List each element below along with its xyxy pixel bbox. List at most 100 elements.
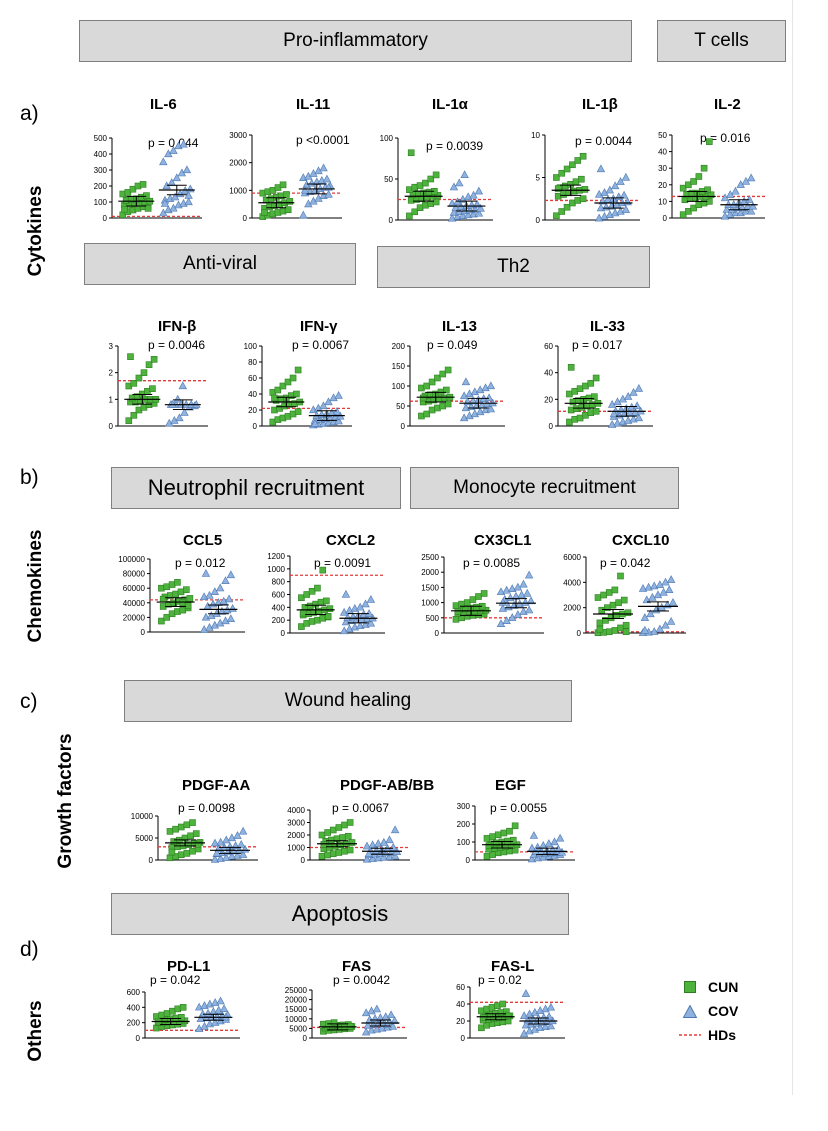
cun-point: [324, 613, 332, 620]
cov-point: [646, 609, 655, 618]
chart-ccl5: 0 20000 40000 60000 80000 100000: [118, 555, 245, 637]
cov-point: [385, 852, 394, 860]
y-tick-label: 1200: [267, 552, 285, 561]
cov-point: [374, 853, 383, 862]
legend-label-cun: CUN: [708, 979, 739, 995]
cun-point: [615, 599, 622, 606]
cun-point: [422, 179, 429, 187]
cun-point: [178, 1013, 185, 1021]
y-tick-label: 0: [103, 214, 108, 223]
cun-point: [192, 830, 200, 837]
chart-il-33: 0 20 40 60: [544, 342, 653, 431]
cov-point: [210, 620, 220, 629]
cov-point: [524, 570, 534, 579]
cun-point: [506, 827, 513, 835]
cun-point: [511, 822, 519, 830]
cov-point: [642, 595, 651, 604]
cun-point: [439, 370, 447, 378]
cov-point: [481, 383, 490, 392]
cun-point: [411, 208, 419, 216]
cun-point: [685, 181, 692, 189]
cov-point: [160, 198, 170, 207]
chart-pdgf-aa: 0 5000 10000: [131, 812, 258, 865]
cun-point: [187, 832, 194, 840]
cov-point: [238, 850, 248, 858]
y-tick-label: 1500: [421, 583, 439, 592]
cov-point: [238, 826, 248, 835]
y-tick-label: 200: [392, 342, 406, 351]
cov-point: [379, 852, 389, 861]
y-tick-label: 40: [544, 369, 553, 378]
cov-point: [529, 831, 539, 839]
cov-point: [218, 848, 227, 857]
cov-point: [484, 393, 494, 402]
y-tick-label: 500: [426, 614, 440, 623]
cun-point: [617, 624, 624, 632]
cov-point: [200, 1021, 209, 1030]
cun-point: [596, 619, 604, 627]
y-tick-label: 2000: [421, 568, 439, 577]
chart-title-il-11: IL-11: [296, 96, 331, 113]
y-tick-label: 1000: [229, 186, 247, 195]
cun-point: [324, 851, 331, 859]
cun-point: [596, 625, 604, 633]
y-tick-label: 400: [94, 150, 108, 159]
cov-point: [172, 173, 182, 182]
p-value-cxcl2: p = 0.0091: [314, 556, 372, 570]
cov-point: [523, 588, 532, 597]
cun-point: [328, 836, 335, 844]
cun-point: [613, 611, 621, 619]
cov-point: [519, 607, 528, 615]
cun-point: [166, 854, 174, 862]
y-tick-label: 20000: [285, 996, 308, 1005]
cun-point: [452, 616, 460, 623]
cun-point: [346, 819, 354, 826]
chart-pd-l1: 0 200 400 600: [127, 988, 240, 1043]
cun-point: [150, 356, 158, 363]
chart-title-il-1beta: IL-1β: [582, 96, 618, 113]
cov-point: [748, 201, 758, 210]
cov-point: [368, 854, 377, 862]
y-tick-label: 100: [380, 134, 394, 143]
cun-point: [685, 208, 692, 215]
y-tick-label: 100: [94, 198, 108, 207]
header-th2: Th2: [377, 246, 650, 288]
cun-point: [183, 821, 191, 829]
cun-point: [326, 844, 333, 851]
y-tick-label: 60: [456, 983, 465, 992]
cun-point: [130, 380, 138, 387]
cov-point: [310, 418, 320, 427]
p-value-il-13: p = 0.049: [427, 338, 478, 352]
cov-point: [521, 597, 530, 606]
cov-point: [390, 825, 400, 834]
cun-point: [563, 203, 571, 211]
y-tick-label: 1000: [421, 599, 439, 608]
cov-point: [475, 385, 485, 394]
p-value-cx3cl1: p = 0.0085: [463, 556, 521, 570]
cov-point: [362, 854, 372, 863]
y-tick-label: 600: [127, 988, 141, 997]
cov-point: [743, 201, 752, 210]
y-tick-label: 150: [392, 362, 406, 371]
cun-point: [695, 173, 703, 180]
triangle-marker-icon: [678, 1003, 702, 1019]
chart-title-pd-l1: PD-L1: [167, 958, 211, 975]
cov-point: [527, 854, 537, 863]
cov-point: [474, 186, 484, 195]
y-tick-label: 0: [401, 422, 406, 431]
y-tick-label: 3000: [229, 131, 247, 140]
cov-point: [470, 387, 480, 396]
cov-point: [506, 593, 515, 602]
chart-title-egf: EGF: [495, 777, 526, 794]
cun-point: [184, 602, 192, 610]
y-tick-label: 40000: [123, 599, 146, 608]
cov-point: [634, 413, 644, 422]
cov-point: [227, 851, 237, 860]
cov-point: [299, 210, 308, 219]
chart-title-pdgf-aa: PDGF-AA: [182, 777, 251, 794]
chart-cxcl2: 0 200 400 600 800 1000 1200: [267, 552, 385, 638]
cun-point: [130, 412, 138, 419]
cov-point: [616, 177, 625, 185]
cun-point: [294, 366, 302, 374]
